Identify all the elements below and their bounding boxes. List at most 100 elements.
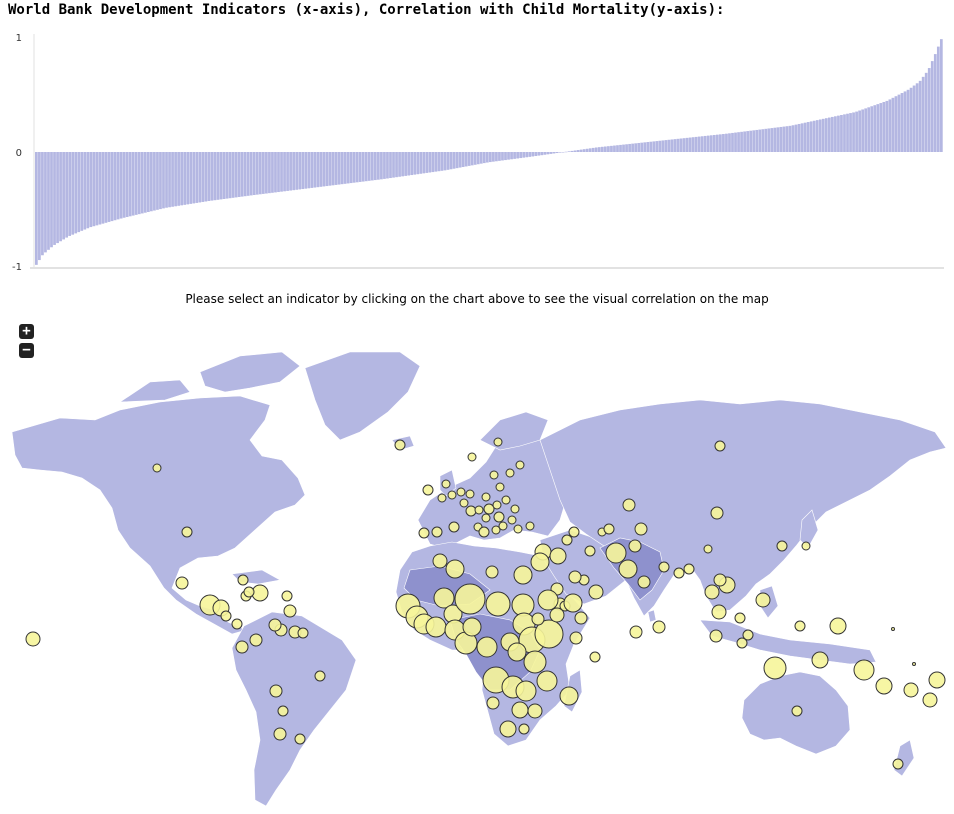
country-bubble[interactable] <box>549 547 567 565</box>
indicator-bar[interactable] <box>122 152 126 218</box>
country-bubble[interactable] <box>485 565 499 579</box>
indicator-bar[interactable] <box>153 152 156 211</box>
indicator-bar[interactable] <box>640 142 644 152</box>
indicator-bar[interactable] <box>386 152 389 179</box>
indicator-bar[interactable] <box>56 152 59 244</box>
indicator-bar[interactable] <box>174 152 177 207</box>
indicator-bar[interactable] <box>852 112 855 152</box>
country-bubble[interactable] <box>394 439 406 451</box>
indicator-bar[interactable] <box>906 89 910 152</box>
indicator-bar[interactable] <box>258 152 262 195</box>
country-bubble[interactable] <box>273 727 287 741</box>
correlation-bar-chart[interactable]: 1 0 -1 <box>0 26 954 276</box>
indicator-bar[interactable] <box>516 152 519 159</box>
country-bubble[interactable] <box>734 612 746 624</box>
indicator-bar[interactable] <box>68 152 72 236</box>
indicator-bar[interactable] <box>131 152 135 216</box>
indicator-bar[interactable] <box>428 152 432 173</box>
indicator-bar[interactable] <box>716 134 719 152</box>
indicator-bar[interactable] <box>162 152 165 209</box>
country-bubble[interactable] <box>314 670 326 682</box>
indicator-bar[interactable] <box>150 152 153 212</box>
indicator-bar[interactable] <box>492 152 495 162</box>
country-bubble[interactable] <box>432 553 448 569</box>
indicator-bar[interactable] <box>815 120 819 152</box>
land-new-zealand[interactable] <box>893 739 915 777</box>
country-bubble[interactable] <box>501 495 511 505</box>
indicator-bar[interactable] <box>649 141 653 152</box>
country-bubble[interactable] <box>714 440 726 452</box>
indicator-bar[interactable] <box>461 152 465 168</box>
indicator-bar[interactable] <box>101 152 105 224</box>
indicator-bar[interactable] <box>537 152 541 156</box>
indicator-bar[interactable] <box>697 136 701 152</box>
indicator-bar[interactable] <box>146 152 150 212</box>
country-bubble[interactable] <box>441 479 451 489</box>
indicator-bar[interactable] <box>643 142 647 152</box>
indicator-bar[interactable] <box>62 152 65 240</box>
country-bubble[interactable] <box>683 563 695 575</box>
indicator-bar[interactable] <box>322 152 326 187</box>
land-japan[interactable] <box>799 509 819 549</box>
country-bubble[interactable] <box>269 684 283 698</box>
indicator-bar[interactable] <box>855 111 858 152</box>
indicator-bar[interactable] <box>41 152 44 256</box>
indicator-bar[interactable] <box>873 105 877 152</box>
indicator-bar[interactable] <box>531 152 535 157</box>
indicator-bar[interactable] <box>821 118 825 152</box>
indicator-bar[interactable] <box>552 152 556 154</box>
indicator-bar[interactable] <box>837 115 840 152</box>
country-bubble[interactable] <box>277 705 289 717</box>
indicator-bar[interactable] <box>782 126 786 152</box>
country-bubble[interactable] <box>658 561 670 573</box>
indicator-bar[interactable] <box>128 152 132 217</box>
indicator-bar[interactable] <box>858 110 861 152</box>
indicator-bar[interactable] <box>622 144 625 152</box>
country-bubble[interactable] <box>513 565 533 585</box>
indicator-bar[interactable] <box>489 152 492 163</box>
country-bubble[interactable] <box>811 651 829 669</box>
country-bubble[interactable] <box>518 723 530 735</box>
indicator-bar[interactable] <box>806 122 810 152</box>
indicator-bar[interactable] <box>540 152 544 156</box>
country-bubble[interactable] <box>605 542 627 564</box>
indicator-bar[interactable] <box>482 152 486 164</box>
country-bubble[interactable] <box>530 552 550 572</box>
indicator-bar[interactable] <box>431 152 435 173</box>
indicator-bar[interactable] <box>519 152 522 159</box>
indicator-bar[interactable] <box>274 152 277 193</box>
indicator-bar[interactable] <box>171 152 174 207</box>
country-bubble[interactable] <box>25 631 41 647</box>
indicator-bar[interactable] <box>89 152 93 228</box>
indicator-bar[interactable] <box>915 83 919 152</box>
country-bubble[interactable] <box>297 627 309 639</box>
indicator-bar[interactable] <box>740 131 743 152</box>
country-bubble[interactable] <box>549 607 565 623</box>
country-bubble[interactable] <box>507 515 517 525</box>
indicator-bar[interactable] <box>930 61 934 152</box>
indicator-bar[interactable] <box>367 152 371 181</box>
country-bubble[interactable] <box>418 527 430 539</box>
indicator-bar[interactable] <box>334 152 338 185</box>
country-bubble[interactable] <box>588 584 604 600</box>
indicator-bar[interactable] <box>936 46 940 152</box>
indicator-bar[interactable] <box>625 144 628 152</box>
indicator-bar[interactable] <box>504 152 507 161</box>
indicator-bar[interactable] <box>358 152 362 182</box>
country-bubble[interactable] <box>474 505 484 515</box>
country-bubble[interactable] <box>220 610 232 622</box>
indicator-bar[interactable] <box>903 91 907 152</box>
indicator-bar[interactable] <box>912 85 916 152</box>
indicator-bar[interactable] <box>83 152 87 230</box>
indicator-bar[interactable] <box>673 139 677 152</box>
indicator-bar[interactable] <box>225 152 229 199</box>
indicator-bar[interactable] <box>576 150 580 152</box>
indicator-bar[interactable] <box>86 152 90 229</box>
country-bubble[interactable] <box>507 642 527 662</box>
indicator-bar[interactable] <box>192 152 196 204</box>
indicator-bar[interactable] <box>404 152 407 176</box>
country-bubble[interactable] <box>891 627 895 631</box>
indicator-bar[interactable] <box>610 145 613 152</box>
indicator-bar[interactable] <box>773 127 777 152</box>
indicator-bar[interactable] <box>159 152 162 210</box>
